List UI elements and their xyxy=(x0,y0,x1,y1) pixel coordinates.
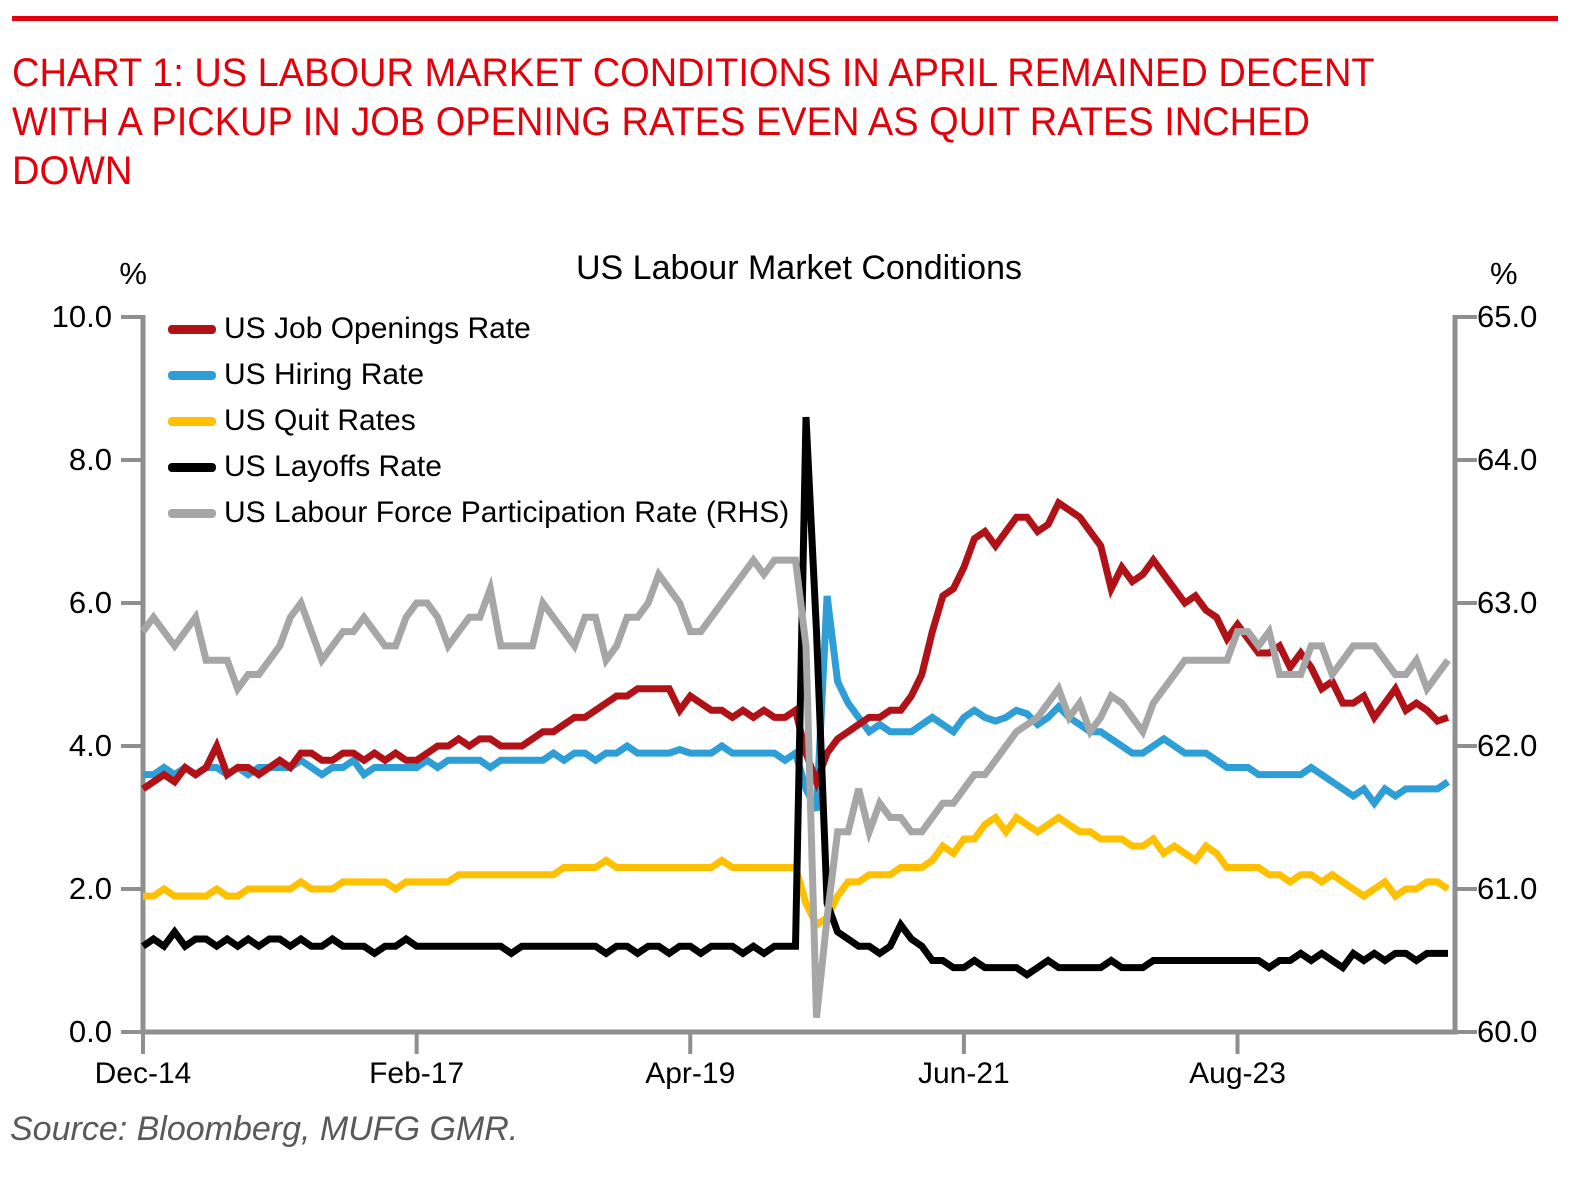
chart-legend: US Job Openings Rate US Hiring Rate US Q… xyxy=(168,306,789,536)
series-line-us-hiring-rate xyxy=(143,595,1450,812)
document-title-line-1: CHART 1: US LABOUR MARKET CONDITIONS IN … xyxy=(12,51,1375,95)
legend-swatch-layoffs-icon xyxy=(168,462,216,472)
legend-item-hiring: US Hiring Rate xyxy=(168,352,789,398)
header-rule xyxy=(12,16,1558,21)
series-line-us-job-openings-rate xyxy=(141,497,1450,792)
legend-label-quits: US Quit Rates xyxy=(224,404,416,437)
legend-label-participation: US Labour Force Participation Rate (RHS) xyxy=(224,496,790,529)
source-note: Source: Bloomberg, MUFG GMR. xyxy=(10,1110,519,1148)
legend-swatch-participation-icon xyxy=(168,508,216,518)
right-axis-unit-label: % xyxy=(1490,256,1518,291)
legend-swatch-quits-icon xyxy=(168,416,216,426)
legend-swatch-hiring-icon xyxy=(168,370,216,380)
series-line-us-layoffs-rate xyxy=(141,416,1448,980)
legend-item-participation: US Labour Force Participation Rate (RHS) xyxy=(168,490,789,536)
document-title: CHART 1: US LABOUR MARKET CONDITIONS IN … xyxy=(12,49,1375,196)
legend-swatch-job-openings-icon xyxy=(168,324,216,334)
legend-label-job-openings: US Job Openings Rate xyxy=(224,312,531,345)
legend-label-layoffs: US Layoffs Rate xyxy=(224,450,442,483)
document-title-line-3: DOWN xyxy=(12,149,133,193)
legend-item-layoffs: US Layoffs Rate xyxy=(168,444,789,490)
document-title-line-2: WITH A PICKUP IN JOB OPENING RATES EVEN … xyxy=(12,100,1310,144)
legend-item-quits: US Quit Rates xyxy=(168,398,789,444)
left-axis-unit-label: % xyxy=(119,256,147,291)
chart-title: US Labour Market Conditions xyxy=(575,249,1022,287)
legend-label-hiring: US Hiring Rate xyxy=(224,358,425,391)
legend-item-job-openings: US Job Openings Rate xyxy=(168,306,789,352)
series-line-us-labour-force-participation-rate-rhs xyxy=(140,554,1451,1019)
